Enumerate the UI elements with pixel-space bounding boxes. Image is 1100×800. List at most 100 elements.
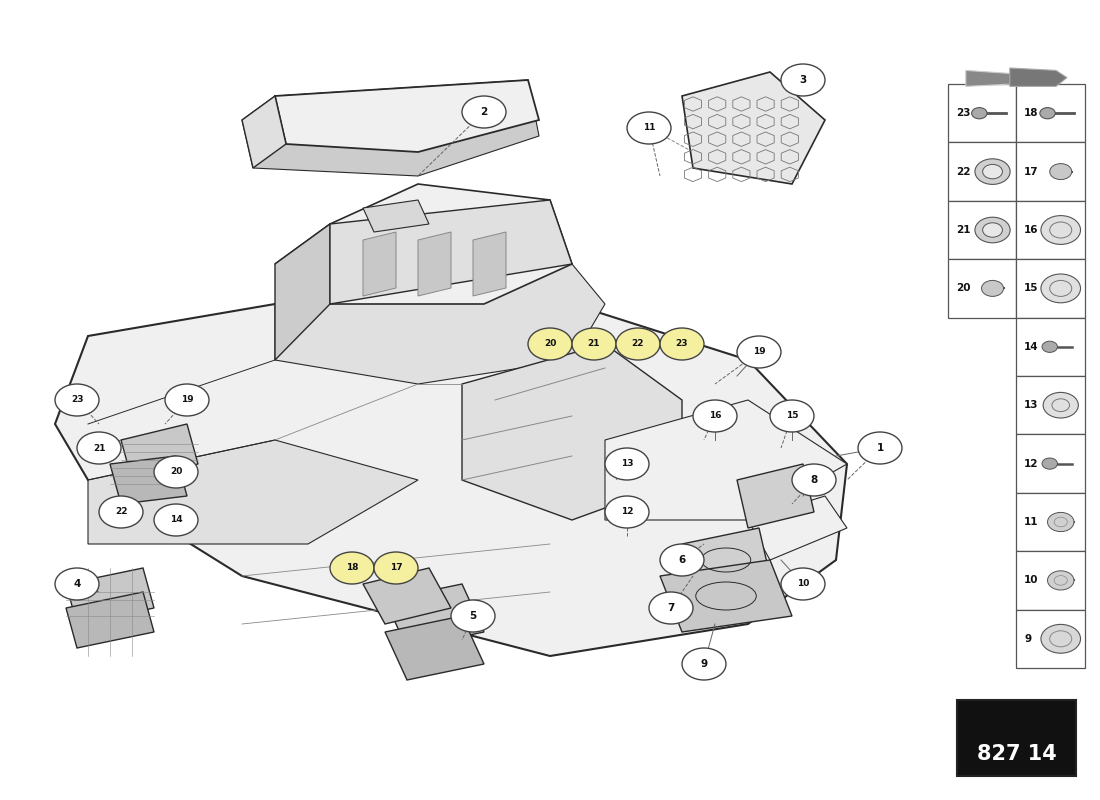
- Circle shape: [605, 448, 649, 480]
- Polygon shape: [385, 584, 484, 648]
- Circle shape: [660, 544, 704, 576]
- Text: 20: 20: [543, 339, 557, 349]
- Polygon shape: [605, 400, 847, 520]
- Text: 8: 8: [811, 475, 817, 485]
- Polygon shape: [330, 200, 572, 304]
- Polygon shape: [363, 232, 396, 296]
- FancyBboxPatch shape: [1016, 201, 1085, 259]
- Polygon shape: [55, 304, 847, 656]
- Circle shape: [737, 336, 781, 368]
- Polygon shape: [66, 568, 154, 624]
- Text: 18: 18: [345, 563, 359, 573]
- Text: 4: 4: [74, 579, 80, 589]
- Circle shape: [693, 400, 737, 432]
- Text: 23: 23: [70, 395, 84, 405]
- Circle shape: [649, 592, 693, 624]
- Circle shape: [528, 328, 572, 360]
- Text: 20: 20: [169, 467, 183, 477]
- Circle shape: [330, 552, 374, 584]
- Circle shape: [1040, 107, 1055, 118]
- Circle shape: [792, 464, 836, 496]
- FancyBboxPatch shape: [1016, 610, 1085, 668]
- Polygon shape: [363, 200, 429, 232]
- Polygon shape: [66, 592, 154, 648]
- Text: 5: 5: [470, 611, 476, 621]
- Circle shape: [77, 432, 121, 464]
- Polygon shape: [275, 80, 539, 152]
- Text: 12: 12: [1024, 458, 1038, 469]
- Text: 10: 10: [796, 579, 810, 589]
- Polygon shape: [462, 344, 682, 520]
- FancyBboxPatch shape: [1016, 376, 1085, 434]
- Circle shape: [605, 496, 649, 528]
- Polygon shape: [737, 464, 814, 528]
- Circle shape: [1047, 570, 1074, 590]
- Text: 22: 22: [114, 507, 128, 517]
- Circle shape: [770, 400, 814, 432]
- Circle shape: [1043, 392, 1078, 418]
- Polygon shape: [275, 224, 330, 360]
- FancyBboxPatch shape: [948, 142, 1016, 201]
- Text: 6: 6: [679, 555, 685, 565]
- Circle shape: [1041, 624, 1080, 653]
- Circle shape: [981, 281, 1003, 297]
- Polygon shape: [275, 184, 572, 304]
- Text: 1: 1: [877, 443, 883, 453]
- Circle shape: [154, 504, 198, 536]
- Circle shape: [1042, 458, 1057, 469]
- Polygon shape: [110, 456, 187, 504]
- Text: 12: 12: [620, 507, 634, 517]
- Circle shape: [1042, 341, 1057, 353]
- Polygon shape: [363, 568, 451, 624]
- Text: 2: 2: [481, 107, 487, 117]
- Text: 11: 11: [1024, 517, 1038, 527]
- Polygon shape: [682, 72, 825, 184]
- Polygon shape: [473, 232, 506, 296]
- Circle shape: [781, 568, 825, 600]
- Circle shape: [374, 552, 418, 584]
- Circle shape: [982, 164, 1002, 179]
- FancyBboxPatch shape: [1016, 551, 1085, 610]
- FancyBboxPatch shape: [1016, 259, 1085, 318]
- Circle shape: [1041, 215, 1080, 245]
- Text: 18: 18: [1024, 108, 1038, 118]
- Circle shape: [462, 96, 506, 128]
- Text: 19: 19: [752, 347, 766, 357]
- Text: 20: 20: [956, 283, 970, 294]
- Circle shape: [1041, 274, 1080, 302]
- Polygon shape: [966, 70, 1012, 86]
- FancyBboxPatch shape: [1016, 84, 1085, 142]
- Circle shape: [165, 384, 209, 416]
- Polygon shape: [242, 96, 286, 168]
- Circle shape: [55, 568, 99, 600]
- Text: 10: 10: [1024, 575, 1038, 586]
- Text: 827 14: 827 14: [977, 744, 1056, 763]
- Circle shape: [982, 222, 1002, 238]
- Text: 23: 23: [956, 108, 970, 118]
- Polygon shape: [1010, 68, 1067, 86]
- Text: 13: 13: [620, 459, 634, 469]
- Text: 21: 21: [587, 339, 601, 349]
- Text: 11: 11: [642, 123, 656, 133]
- Text: 19: 19: [180, 395, 194, 405]
- Circle shape: [975, 218, 1010, 242]
- Circle shape: [616, 328, 660, 360]
- FancyBboxPatch shape: [948, 201, 1016, 259]
- Text: 22: 22: [956, 166, 970, 177]
- Text: 22: 22: [631, 339, 645, 349]
- Text: 14: 14: [169, 515, 183, 525]
- Text: 17: 17: [1024, 166, 1038, 177]
- Circle shape: [99, 496, 143, 528]
- Text: 15: 15: [1024, 283, 1038, 294]
- Circle shape: [55, 384, 99, 416]
- Text: 9: 9: [701, 659, 707, 669]
- Text: 15: 15: [785, 411, 799, 421]
- Polygon shape: [121, 424, 198, 480]
- Polygon shape: [88, 440, 418, 544]
- Circle shape: [1049, 164, 1071, 180]
- Text: a passion for parts since 1996: a passion for parts since 1996: [282, 511, 554, 529]
- Polygon shape: [418, 232, 451, 296]
- Polygon shape: [242, 80, 539, 176]
- Polygon shape: [682, 528, 770, 592]
- Text: 21: 21: [956, 225, 970, 235]
